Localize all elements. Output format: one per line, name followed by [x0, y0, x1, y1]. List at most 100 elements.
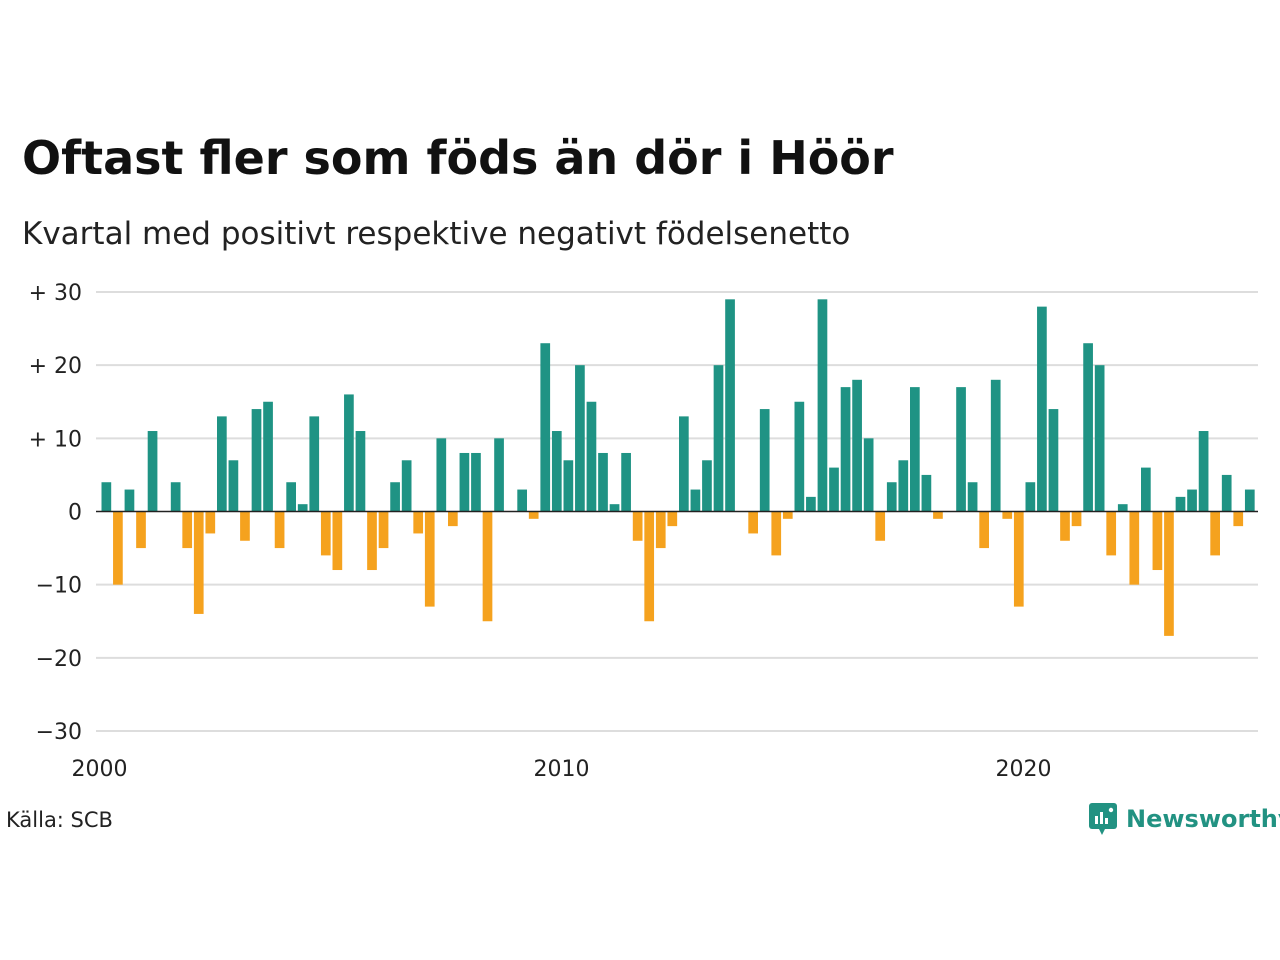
bar-positive — [401, 460, 412, 512]
bar-negative — [332, 511, 343, 571]
bar-positive — [1175, 496, 1186, 512]
x-tick-label: 2020 — [996, 757, 1052, 782]
bar-negative — [240, 511, 250, 541]
bar-positive — [759, 409, 770, 512]
bar-negative — [482, 511, 493, 622]
bar-positive — [817, 299, 828, 512]
bar-negative — [667, 511, 678, 527]
bar-positive — [494, 438, 504, 512]
bar-positive — [725, 299, 735, 512]
bar-positive — [517, 489, 527, 512]
bar-negative — [1071, 511, 1082, 527]
bar-negative — [1129, 511, 1140, 585]
bar-positive — [690, 489, 701, 512]
source-note: Källa: SCB — [6, 808, 113, 832]
bar-positive — [1025, 482, 1036, 512]
bar-positive — [679, 416, 689, 512]
bar-positive — [263, 401, 273, 512]
bar-negative — [933, 511, 943, 519]
gridlines — [96, 291, 1258, 732]
bar-positive — [563, 460, 574, 512]
bar-negative — [1210, 511, 1220, 556]
bar-positive — [840, 387, 851, 512]
bar-positive — [1117, 504, 1128, 512]
bar-positive — [967, 482, 978, 512]
bar-negative — [1060, 511, 1070, 541]
bar-positive — [621, 452, 631, 512]
bar-negative — [193, 511, 204, 614]
y-tick-label: −30 — [36, 720, 82, 745]
bar-positive — [713, 365, 724, 512]
bar-positive — [1221, 474, 1232, 512]
bar-negative — [748, 511, 758, 534]
bar-negative — [1164, 511, 1174, 636]
bar-negative — [320, 511, 331, 556]
bar-positive — [147, 431, 158, 512]
bar-negative — [448, 511, 458, 527]
bar-positive — [540, 343, 551, 512]
bar-positive — [956, 387, 966, 512]
bar-positive — [586, 401, 597, 512]
bar-positive — [251, 409, 262, 512]
bar-negative — [771, 511, 782, 556]
bar-negative — [1233, 511, 1244, 527]
bar-positive — [1141, 467, 1151, 512]
bar-positive — [355, 431, 366, 512]
brand-name: Newsworthy — [1126, 805, 1280, 833]
bar-positive — [794, 401, 805, 512]
y-tick-label: + 20 — [29, 354, 82, 379]
bar-positive — [459, 452, 470, 512]
bar-positive — [921, 474, 932, 512]
chart-subtitle: Kvartal med positivt respektive negativt… — [22, 216, 851, 252]
bar-negative — [782, 511, 793, 519]
x-axis-ticks: 2000 2010 2020 — [72, 757, 1052, 782]
bar-positive — [471, 452, 481, 512]
bar-negative — [1106, 511, 1117, 556]
bar-positive — [806, 496, 816, 512]
bar-negative — [655, 511, 666, 549]
bar-negative — [274, 511, 285, 549]
bar-positive — [297, 504, 308, 512]
chart-title: Oftast fler som föds än dör i Höör — [22, 131, 894, 185]
bar-positive — [436, 438, 447, 512]
bar-positive — [170, 482, 181, 512]
bar-positive — [1048, 409, 1059, 512]
bar-positive — [1083, 343, 1093, 512]
x-tick-label: 2010 — [534, 757, 590, 782]
bar-negative — [182, 511, 193, 549]
bar-positive — [390, 482, 400, 512]
bar-positive — [1198, 431, 1209, 512]
y-tick-label: −20 — [36, 647, 82, 672]
bar-positive — [852, 379, 862, 512]
bar-positive — [217, 416, 227, 512]
bar-positive — [1187, 489, 1197, 512]
bar-negative — [205, 511, 216, 534]
x-tick-label: 2000 — [72, 757, 128, 782]
bar-negative — [1013, 511, 1024, 607]
bar-negative — [644, 511, 655, 622]
y-tick-label: 0 — [68, 501, 82, 526]
bar-positive — [990, 379, 1001, 512]
bar-negative — [1002, 511, 1013, 519]
bar-negative — [136, 511, 146, 549]
bar-positive — [309, 416, 320, 512]
y-axis-ticks: + 30 + 20 + 10 0 −10 −20 −30 — [29, 281, 82, 745]
bar-positive — [228, 460, 239, 512]
bar-positive — [575, 365, 585, 512]
bar-positive — [598, 452, 608, 512]
bar-negative — [1152, 511, 1163, 571]
bar-negative — [413, 511, 424, 534]
bar-positive — [910, 387, 920, 512]
bar-positive — [344, 394, 354, 512]
bar-negative — [424, 511, 435, 607]
bar-positive — [609, 504, 620, 512]
bar-positive — [898, 460, 909, 512]
bar-negative — [632, 511, 643, 541]
bar-negative — [979, 511, 989, 549]
bar-negative — [367, 511, 377, 571]
bar-positive — [702, 460, 712, 512]
bar-positive — [863, 438, 874, 512]
bar-positive — [286, 482, 296, 512]
bar-positive — [1094, 365, 1105, 512]
bars — [101, 299, 1255, 636]
